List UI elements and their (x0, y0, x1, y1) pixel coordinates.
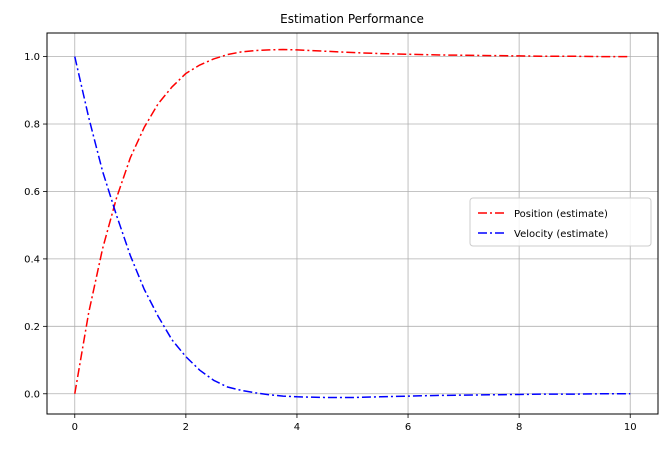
x-tick-label: 4 (294, 422, 300, 433)
y-tick-label: 1.0 (24, 52, 40, 63)
y-tick-label: 0.8 (24, 120, 40, 131)
y-tick-label: 0.6 (24, 187, 40, 198)
ticks: 0 2 4 6 8 10 0.0 0.2 0.4 0.6 0.8 1.0 (24, 52, 637, 433)
x-tick-label: 10 (624, 422, 637, 433)
plot-area (74, 48, 631, 399)
legend-label: Velocity (estimate) (514, 229, 608, 240)
series-line-velocity (74, 56, 631, 399)
y-tick-label: 0.4 (24, 254, 40, 265)
series-line-position (74, 48, 631, 394)
x-tick-label: 6 (405, 422, 411, 433)
legend-label: Position (estimate) (514, 209, 608, 220)
x-tick-label: 2 (183, 422, 189, 433)
chart-title: Estimation Performance (280, 12, 424, 26)
legend: Position (estimate) Velocity (estimate) (469, 197, 652, 247)
y-tick-label: 0.2 (24, 322, 40, 333)
legend-box (469, 197, 652, 247)
y-tick-label: 0.0 (24, 389, 40, 400)
x-tick-label: 0 (72, 422, 78, 433)
axes-frame (46, 32, 659, 415)
grid (47, 33, 658, 414)
x-tick-label: 8 (516, 422, 522, 433)
